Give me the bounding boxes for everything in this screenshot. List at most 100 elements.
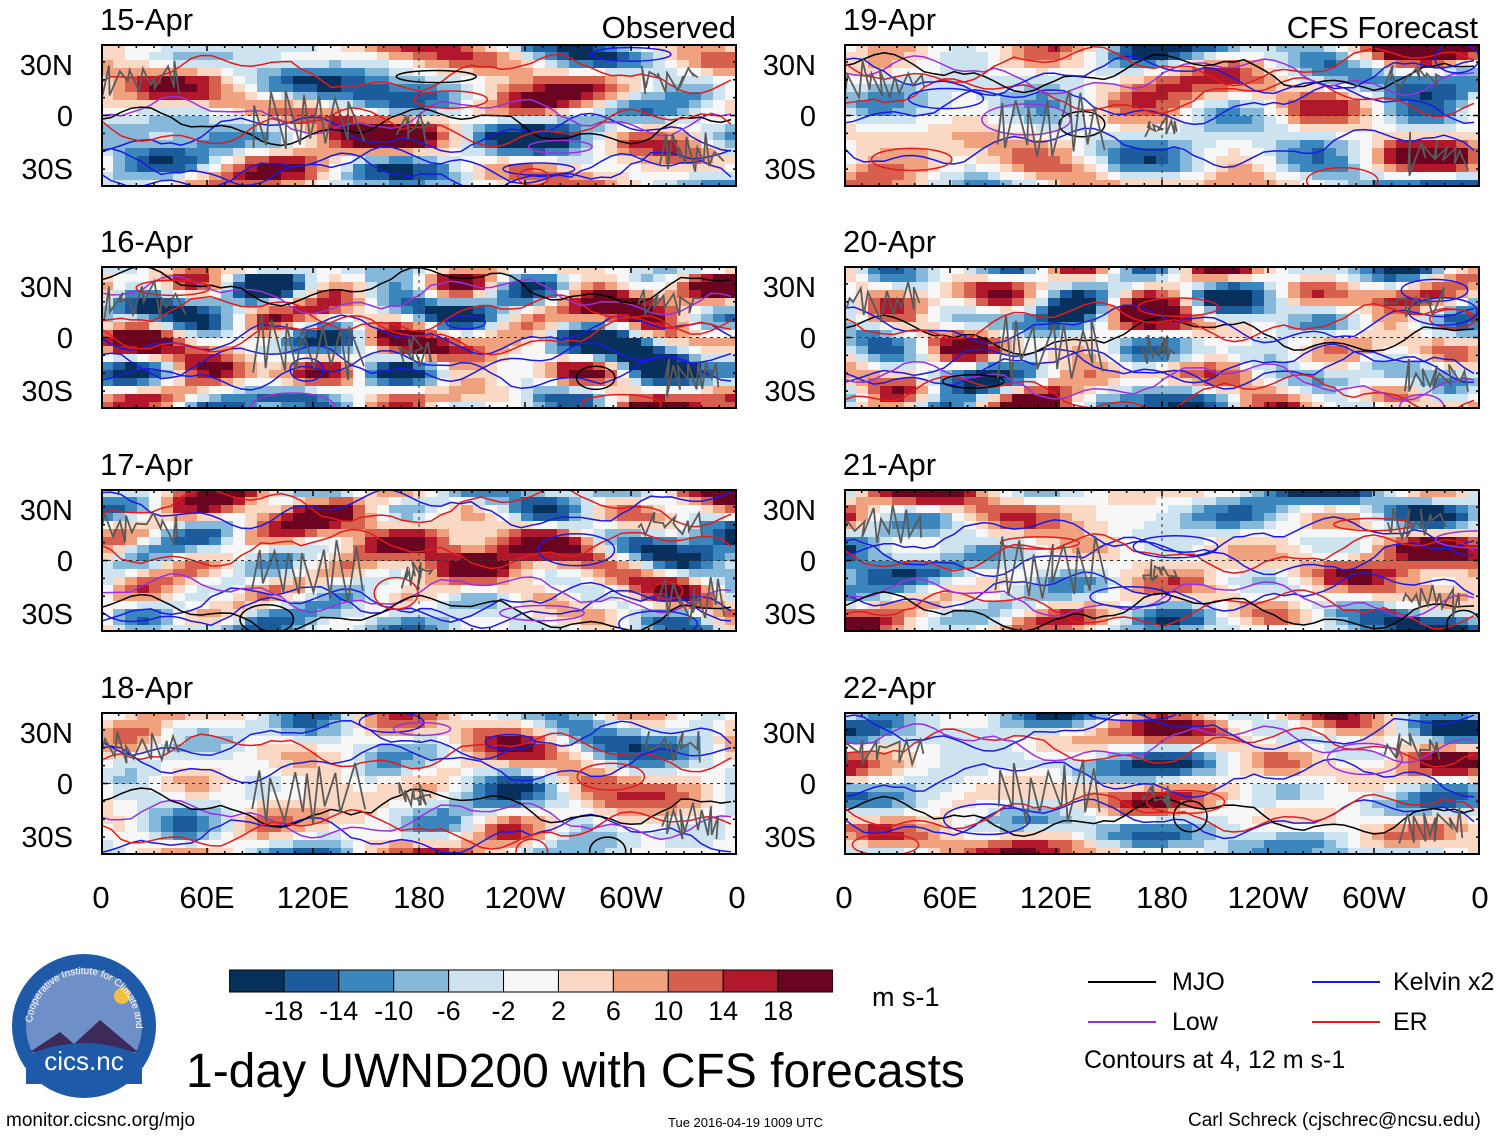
shading-cell bbox=[449, 760, 462, 769]
shading-cell bbox=[641, 497, 654, 506]
shading-cell bbox=[353, 44, 366, 53]
shading-cell bbox=[293, 60, 306, 69]
shading-cell bbox=[629, 354, 642, 363]
shading-cell bbox=[569, 180, 582, 187]
shading-cell bbox=[437, 116, 450, 125]
shading-cell bbox=[689, 792, 702, 801]
shading-cell bbox=[1072, 44, 1085, 53]
shading-cell bbox=[1192, 84, 1205, 93]
shading-cell bbox=[173, 68, 186, 77]
shading-cell bbox=[653, 156, 666, 165]
shading-cell bbox=[113, 776, 126, 785]
shading-cell bbox=[269, 848, 282, 855]
shading-cell bbox=[401, 282, 414, 291]
shading-cell bbox=[617, 489, 630, 498]
shading-cell bbox=[125, 148, 138, 157]
shading-cell bbox=[605, 338, 618, 347]
shading-cell bbox=[701, 768, 714, 777]
shading-cell bbox=[269, 274, 282, 283]
shading-cell bbox=[1420, 44, 1433, 53]
shading-cell bbox=[293, 760, 306, 769]
shading-cell bbox=[221, 816, 234, 825]
shading-cell bbox=[209, 108, 222, 117]
shading-cell bbox=[725, 784, 737, 793]
shading-cell bbox=[713, 274, 726, 283]
shading-cell bbox=[1240, 44, 1253, 53]
shading-cell bbox=[341, 513, 354, 522]
shading-cell bbox=[713, 386, 726, 395]
shading-cell bbox=[689, 824, 702, 833]
shading-cell bbox=[533, 784, 546, 793]
shading-cell bbox=[185, 529, 198, 538]
shading-cell bbox=[557, 537, 570, 546]
shading-cell bbox=[245, 712, 258, 721]
shading-cell bbox=[1012, 52, 1025, 61]
shading-cell bbox=[353, 338, 366, 347]
shading-cell bbox=[557, 489, 570, 498]
shading-cell bbox=[569, 840, 582, 849]
lat-tick-label: 30S bbox=[21, 822, 73, 854]
shading-cell bbox=[880, 44, 893, 53]
shading-cell bbox=[461, 322, 474, 331]
shading-cell bbox=[665, 776, 678, 785]
shading-cell bbox=[581, 816, 594, 825]
contour-line bbox=[101, 743, 732, 784]
shading-cell bbox=[413, 370, 426, 379]
shading-cell bbox=[1420, 76, 1433, 85]
shading-cell bbox=[365, 298, 378, 307]
shading-cell bbox=[425, 617, 438, 626]
shading-cell bbox=[593, 108, 606, 117]
shading-cell bbox=[437, 282, 450, 291]
shading-cell bbox=[1240, 76, 1253, 85]
shading-cell bbox=[257, 354, 270, 363]
shading-cell bbox=[281, 617, 294, 626]
shading-cell bbox=[557, 322, 570, 331]
shading-cell bbox=[713, 156, 726, 165]
shading-cell bbox=[185, 52, 198, 61]
shading-cell bbox=[641, 505, 654, 514]
shading-cell bbox=[677, 577, 690, 586]
shading-cell bbox=[521, 386, 534, 395]
shading-cell bbox=[617, 346, 630, 355]
shading-cell bbox=[245, 601, 258, 610]
shading-cell bbox=[1444, 116, 1457, 125]
shading-cell bbox=[233, 800, 246, 809]
shading-cell bbox=[437, 625, 450, 632]
shading-cell bbox=[161, 521, 174, 530]
shading-cell bbox=[1396, 68, 1409, 77]
shading-cell bbox=[293, 164, 306, 173]
shading-cell bbox=[197, 156, 210, 165]
shading-cell bbox=[892, 44, 905, 53]
shading-cell bbox=[1228, 92, 1241, 101]
shading-cell bbox=[173, 52, 186, 61]
shading-cell bbox=[593, 824, 606, 833]
shading-cell bbox=[305, 394, 318, 403]
shading-cell bbox=[245, 330, 258, 339]
shading-cell bbox=[437, 553, 450, 562]
shading-cell bbox=[689, 617, 702, 626]
shading-cell bbox=[173, 537, 186, 546]
shading-cell bbox=[1060, 92, 1073, 101]
shading-cell bbox=[689, 266, 702, 275]
shading-cell bbox=[1192, 116, 1205, 125]
shading-cell bbox=[233, 282, 246, 291]
shading-cell bbox=[245, 84, 258, 93]
shading-cell bbox=[257, 402, 270, 409]
shading-cell bbox=[269, 760, 282, 769]
shading-cell bbox=[581, 593, 594, 602]
shading-cell bbox=[113, 497, 126, 506]
shading-cell bbox=[593, 561, 606, 570]
shading-cell bbox=[269, 832, 282, 841]
shading-cell bbox=[173, 330, 186, 339]
shading-cell bbox=[461, 402, 474, 409]
shading-cell bbox=[904, 44, 917, 53]
shading-cell bbox=[497, 322, 510, 331]
shading-cell bbox=[569, 768, 582, 777]
shading-cell bbox=[1300, 52, 1313, 61]
shading-cell bbox=[425, 370, 438, 379]
shading-cell bbox=[125, 553, 138, 562]
shading-cell bbox=[209, 776, 222, 785]
shading-cell bbox=[257, 832, 270, 841]
shading-cell bbox=[389, 609, 402, 618]
shading-cell bbox=[269, 44, 282, 53]
